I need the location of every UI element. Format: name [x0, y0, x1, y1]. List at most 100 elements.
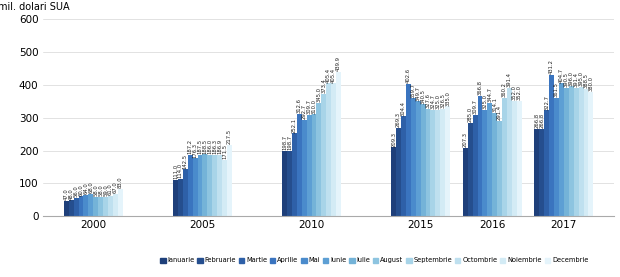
Text: 352.0: 352.0: [512, 85, 517, 100]
Text: 266.8: 266.8: [534, 113, 539, 128]
Text: 390.5: 390.5: [564, 72, 569, 88]
Text: 47.0: 47.0: [64, 188, 69, 200]
Bar: [307, 115, 312, 216]
Text: 345.0: 345.0: [316, 87, 321, 102]
Text: 188.5: 188.5: [202, 138, 208, 154]
Text: 111.0: 111.0: [173, 164, 178, 179]
Bar: [321, 94, 326, 216]
Text: 359.7: 359.7: [411, 83, 416, 98]
Text: 366.8: 366.8: [477, 80, 482, 95]
Bar: [497, 120, 502, 216]
Bar: [507, 88, 512, 216]
Text: 340.5: 340.5: [420, 89, 425, 104]
Bar: [302, 120, 307, 216]
Text: 324.7: 324.7: [430, 94, 435, 109]
Bar: [212, 155, 217, 216]
Text: 252.1: 252.1: [292, 118, 297, 133]
Text: 439.9: 439.9: [336, 56, 341, 71]
Text: 388.5: 388.5: [583, 73, 588, 88]
Text: 186.3: 186.3: [212, 139, 217, 154]
Text: 304.4: 304.4: [401, 101, 406, 116]
Bar: [512, 101, 517, 216]
Text: 402.6: 402.6: [406, 68, 411, 83]
Text: 114.0: 114.0: [178, 163, 183, 178]
Bar: [411, 98, 416, 216]
Bar: [312, 114, 316, 216]
Text: 396.0: 396.0: [569, 71, 574, 86]
Text: 310.0: 310.0: [311, 99, 316, 114]
Bar: [331, 83, 336, 216]
Bar: [549, 75, 554, 216]
Bar: [482, 109, 487, 216]
Bar: [84, 195, 89, 216]
Text: 431.2: 431.2: [549, 59, 554, 74]
Bar: [188, 155, 193, 216]
Bar: [406, 84, 411, 216]
Text: 326.5: 326.5: [440, 93, 445, 108]
Text: 309.7: 309.7: [307, 99, 312, 114]
Text: 207.3: 207.3: [463, 132, 467, 147]
Bar: [578, 87, 583, 216]
Text: mil. dolari SUA: mil. dolari SUA: [0, 1, 69, 12]
Text: 58.0: 58.0: [98, 185, 103, 196]
Bar: [108, 196, 113, 216]
Text: 209.3: 209.3: [391, 132, 396, 147]
Bar: [539, 129, 544, 216]
Text: 395.0: 395.0: [578, 71, 583, 86]
Bar: [391, 147, 396, 216]
Bar: [222, 160, 227, 216]
Bar: [574, 88, 578, 216]
Bar: [326, 83, 331, 216]
Text: 309.7: 309.7: [472, 99, 477, 114]
Bar: [94, 197, 98, 216]
Text: 360.2: 360.2: [502, 82, 507, 97]
Text: 327.6: 327.6: [425, 93, 430, 108]
Text: 48.0: 48.0: [69, 188, 74, 200]
Text: 404.7: 404.7: [559, 68, 564, 83]
Text: 285.0: 285.0: [467, 107, 472, 122]
Bar: [396, 128, 401, 216]
Text: 373.4: 373.4: [321, 78, 326, 93]
Text: 405.4: 405.4: [331, 67, 336, 83]
Bar: [316, 103, 321, 216]
Text: 292.7: 292.7: [302, 104, 307, 119]
Text: 322.7: 322.7: [544, 95, 549, 110]
Text: 142.5: 142.5: [183, 153, 188, 169]
Bar: [534, 129, 539, 216]
Bar: [569, 86, 574, 216]
Text: 83.0: 83.0: [118, 176, 123, 188]
Bar: [103, 197, 108, 216]
Bar: [217, 155, 222, 216]
Bar: [588, 91, 593, 216]
Bar: [203, 154, 207, 216]
Legend: Ianuarie, Februarie, Martie, Aprilie, Mai, Iunie, Iulie, August, Septembrie, Oct: Ianuarie, Februarie, Martie, Aprilie, Ma…: [157, 255, 591, 266]
Text: 59.0: 59.0: [103, 184, 108, 196]
Bar: [69, 200, 74, 216]
Bar: [583, 89, 588, 216]
Bar: [492, 113, 497, 216]
Text: 352.0: 352.0: [517, 85, 522, 100]
Text: 198.7: 198.7: [282, 135, 287, 150]
Bar: [477, 96, 482, 216]
Bar: [89, 194, 94, 216]
Bar: [79, 196, 84, 216]
Text: 405.4: 405.4: [326, 67, 331, 83]
Bar: [64, 201, 69, 216]
Bar: [401, 116, 406, 216]
Bar: [227, 145, 232, 216]
Bar: [118, 189, 123, 216]
Text: 61.0: 61.0: [108, 184, 113, 195]
Text: 361.5: 361.5: [554, 82, 559, 97]
Text: 325.0: 325.0: [482, 94, 487, 109]
Bar: [336, 72, 341, 216]
Text: 269.3: 269.3: [396, 112, 401, 127]
Text: 186.0: 186.0: [207, 139, 212, 155]
Bar: [416, 101, 420, 216]
Text: 171.5: 171.5: [222, 144, 227, 159]
Bar: [517, 101, 522, 216]
Bar: [297, 114, 302, 216]
Text: 187.2: 187.2: [188, 139, 193, 154]
Text: 176.3: 176.3: [193, 143, 198, 158]
Bar: [178, 179, 183, 216]
Text: 391.4: 391.4: [574, 72, 578, 87]
